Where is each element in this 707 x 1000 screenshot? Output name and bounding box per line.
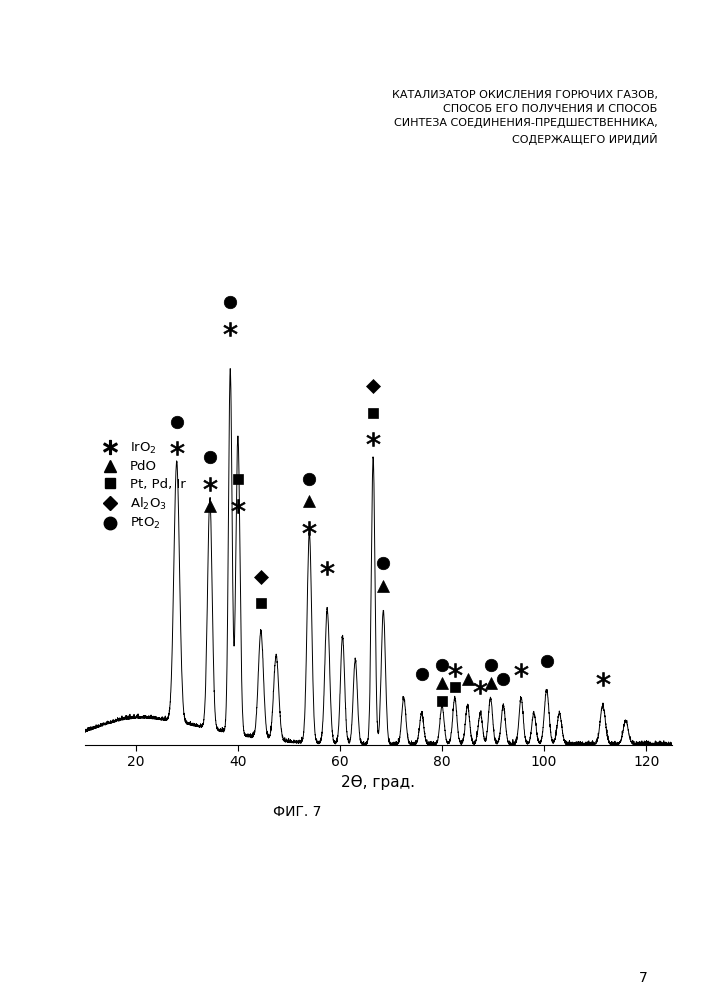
Legend: IrO$_2$, PdO, Pt, Pd, Ir, Al$_2$O$_3$, PtO$_2$: IrO$_2$, PdO, Pt, Pd, Ir, Al$_2$O$_3$, P…	[91, 435, 191, 537]
Text: КАТАЛИЗАТОР ОКИСЛЕНИЯ ГОРЮЧИХ ГАЗОВ,
СПОСОБ ЕГО ПОЛУЧЕНИЯ И СПОСОБ
СИНТЕЗА СОЕДИ: КАТАЛИЗАТОР ОКИСЛЕНИЯ ГОРЮЧИХ ГАЗОВ, СПО…	[392, 90, 658, 145]
X-axis label: 2ϴ, град.: 2ϴ, град.	[341, 775, 415, 790]
Text: ФИГ. 7: ФИГ. 7	[273, 805, 321, 819]
Text: 7: 7	[639, 971, 648, 985]
